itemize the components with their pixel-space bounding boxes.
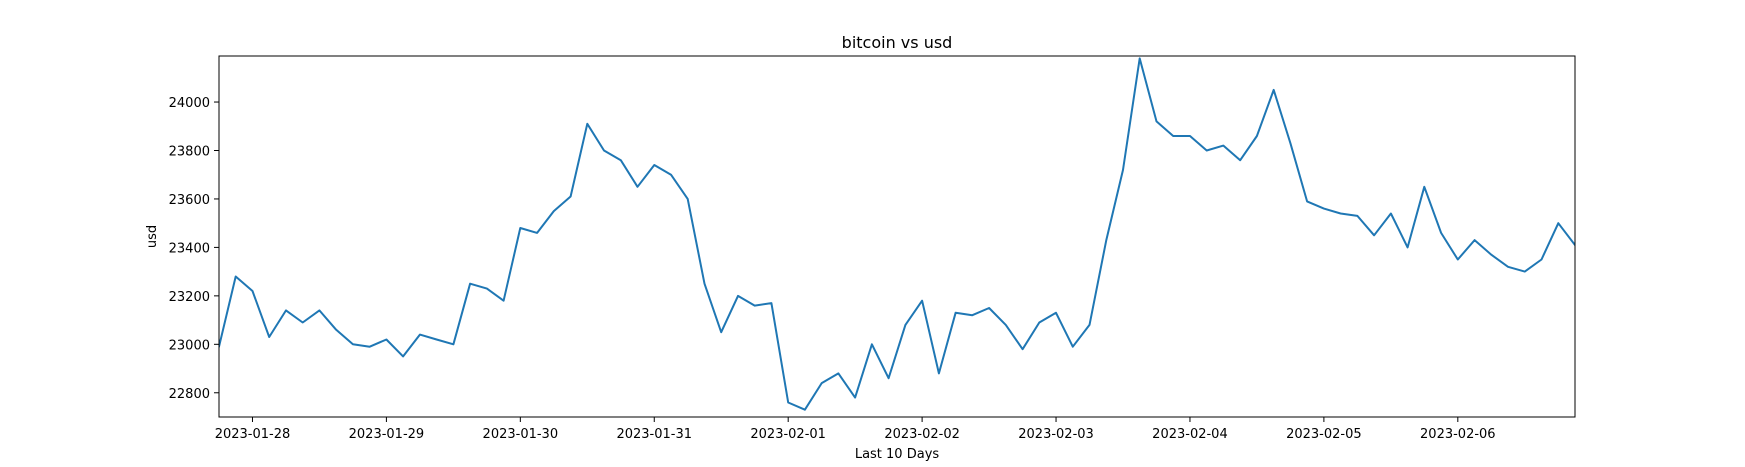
x-tick-label: 2023-02-01 [750,427,826,442]
y-tick-label: 23800 [169,144,210,159]
x-axis-title: Last 10 Days [855,447,940,462]
x-tick-label: 2023-02-02 [884,427,960,442]
x-tick-label: 2023-01-31 [616,427,692,442]
y-tick-label: 24000 [169,96,210,111]
x-axis: 2023-01-28 2023-01-29 2023-01-30 2023-01-31… [215,417,1496,442]
y-tick-label: 23000 [169,338,210,353]
plot-frame [218,55,1576,418]
x-tick-label: 2023-02-06 [1420,427,1496,442]
x-tick-label: 2023-02-03 [1018,427,1094,442]
x-tick-label: 2023-02-04 [1152,427,1228,442]
y-tick-label: 23200 [169,290,210,305]
series-line-1 [219,57,1575,411]
y-tick-label: 23400 [169,241,210,256]
y-axis-title: usd [145,225,160,248]
y-axis: 22800 23000 23200 23400 23600 23800 24000 [169,96,219,402]
chart-title: bitcoin vs usd [842,33,953,52]
x-tick-label: 2023-01-29 [349,427,425,442]
y-tick-label: 22800 [169,387,210,402]
plot-area [218,55,1576,418]
x-tick-label: 2023-01-28 [215,427,291,442]
x-tick-label: 2023-01-30 [483,427,559,442]
y-tick-label: 23600 [169,193,210,208]
x-tick-label: 2023-02-05 [1286,427,1362,442]
